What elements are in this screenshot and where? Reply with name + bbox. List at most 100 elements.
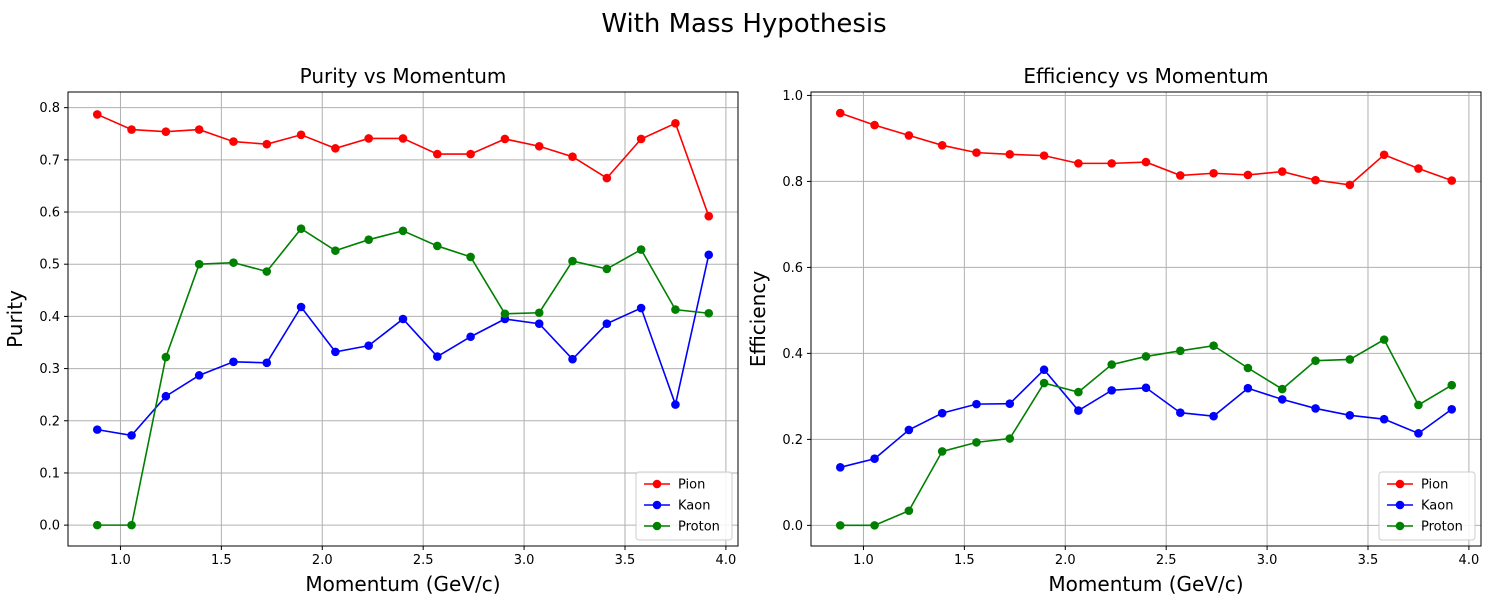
y-tick-label: 0.2 — [782, 433, 803, 448]
data-point-kaon — [937, 408, 947, 418]
y-tick-label: 1.0 — [782, 89, 803, 104]
data-point-proton — [296, 224, 306, 234]
series-line-proton — [840, 338, 1453, 527]
data-point-kaon — [398, 314, 408, 324]
data-point-pion — [904, 131, 914, 140]
series-proton — [835, 335, 1457, 530]
data-point-pion — [466, 149, 475, 159]
data-point-proton — [92, 520, 102, 530]
x-tick-label: 3.0 — [1257, 553, 1278, 568]
data-point-kaon — [1209, 411, 1218, 421]
data-point-pion — [262, 139, 272, 149]
data-point-pion — [127, 125, 136, 134]
data-point-proton — [500, 309, 510, 319]
series-kaon — [92, 250, 714, 440]
x-tick-label: 1.0 — [853, 553, 874, 568]
data-point-kaon — [331, 347, 340, 357]
legend-marker — [1395, 521, 1405, 531]
series-line-pion — [96, 113, 710, 217]
data-point-pion — [1414, 164, 1423, 173]
data-point-kaon — [1311, 404, 1320, 413]
y-tick-label: 0.3 — [39, 362, 60, 377]
x-tick-label: 1.5 — [211, 553, 232, 568]
data-point-proton — [568, 256, 577, 266]
x-tick-label: 1.0 — [110, 553, 131, 568]
data-point-pion — [1176, 171, 1185, 180]
data-point-pion — [364, 134, 373, 143]
data-point-pion — [937, 141, 947, 150]
data-point-proton — [1414, 400, 1423, 410]
series-line-pion — [839, 112, 1453, 186]
series-proton — [92, 224, 714, 530]
data-point-proton — [1039, 378, 1049, 388]
data-point-proton — [602, 264, 612, 274]
data-point-proton — [262, 267, 272, 276]
data-point-proton — [1176, 346, 1185, 356]
x-tick-label: 2.0 — [1055, 553, 1076, 568]
data-point-pion — [704, 211, 714, 221]
data-point-pion — [500, 134, 510, 144]
data-point-kaon — [1277, 395, 1287, 404]
x-tick-label: 3.5 — [615, 553, 636, 568]
data-point-proton — [704, 308, 714, 318]
x-tick-label: 3.5 — [1358, 553, 1379, 568]
data-point-proton — [636, 245, 646, 254]
data-point-proton — [1379, 335, 1389, 344]
data-point-pion — [1277, 167, 1287, 176]
data-point-pion — [568, 152, 577, 162]
data-point-proton — [835, 521, 845, 530]
x-tick-label: 4.0 — [716, 553, 737, 568]
series-pion — [92, 110, 714, 221]
legend-marker — [652, 500, 662, 510]
data-point-kaon — [1345, 411, 1355, 420]
legend-marker — [652, 521, 662, 531]
data-point-proton — [1074, 387, 1083, 397]
y-tick-label: 0.6 — [39, 206, 60, 221]
data-point-proton — [937, 447, 947, 456]
data-point-pion — [1005, 150, 1015, 159]
data-point-pion — [1345, 180, 1355, 190]
legend-entry-label: Kaon — [1421, 499, 1453, 514]
x-tick-label: 4.0 — [1459, 553, 1480, 568]
data-point-kaon — [972, 399, 981, 409]
data-point-kaon — [568, 354, 577, 364]
y-tick-label: 0.8 — [782, 175, 803, 190]
legend-marker — [1395, 500, 1405, 510]
legend-entry-label: Pion — [678, 478, 705, 493]
data-point-pion — [1141, 157, 1151, 167]
x-axis-label: Momentum (GeV/c) — [305, 572, 500, 596]
data-point-pion — [92, 110, 102, 119]
data-point-kaon — [1414, 429, 1423, 438]
data-point-proton — [229, 258, 238, 267]
data-point-pion — [194, 125, 204, 134]
data-point-pion — [161, 127, 171, 136]
data-point-kaon — [1447, 404, 1457, 414]
data-point-kaon — [1243, 383, 1253, 393]
data-point-pion — [602, 173, 612, 183]
data-point-kaon — [92, 425, 102, 434]
chart-title: Efficiency vs Momentum — [1023, 64, 1268, 88]
data-point-pion — [835, 108, 845, 118]
legend: Pion Kaon Proton — [635, 471, 733, 541]
data-point-pion — [636, 134, 646, 144]
legend-entry-label: Proton — [678, 520, 720, 535]
data-point-kaon — [433, 352, 442, 361]
purity-chart: 1.0 1.5 2.0 2.5 3.0 3.5 4.0 0.0 0.1 0.2 0.3 0.4 0.5 0… — [3, 64, 739, 596]
y-tick-label: 0.1 — [39, 466, 60, 481]
data-point-proton — [1141, 352, 1151, 361]
data-point-pion — [1243, 170, 1253, 180]
data-point-kaon — [870, 454, 879, 464]
data-point-kaon — [1074, 406, 1083, 415]
y-tick-label: 0.4 — [39, 310, 60, 325]
data-point-proton — [534, 308, 544, 318]
y-axis-label: Purity — [3, 290, 27, 348]
data-point-kaon — [194, 371, 204, 380]
y-tick-label: 0.0 — [39, 519, 60, 534]
data-point-pion — [1311, 175, 1320, 185]
x-tick-label: 1.5 — [954, 553, 975, 568]
data-point-pion — [1039, 151, 1049, 160]
y-tick-label: 0.6 — [782, 261, 803, 276]
legend-marker — [1395, 479, 1405, 489]
data-point-proton — [127, 520, 136, 530]
data-point-kaon — [671, 400, 680, 409]
